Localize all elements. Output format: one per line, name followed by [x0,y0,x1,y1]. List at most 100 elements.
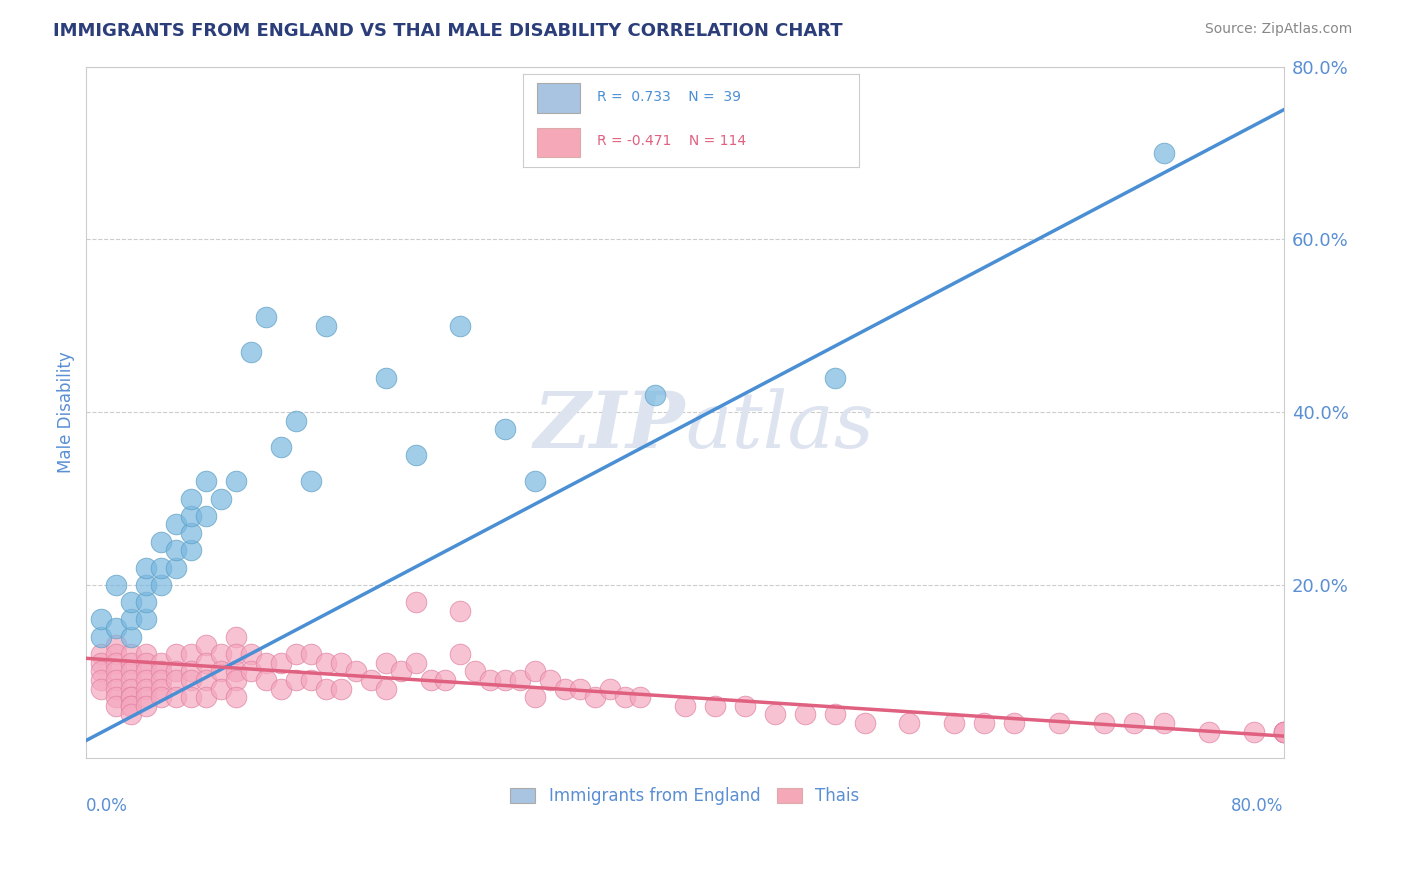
Point [120,595,142,609]
Point [315,656,337,670]
Point [254,656,277,670]
Point [225,630,247,644]
Point [524,690,547,705]
Text: Source: ZipAtlas.com: Source: ZipAtlas.com [1205,22,1353,37]
Point [105,681,128,696]
Point [494,673,516,687]
Point [628,690,651,705]
Point [1198,724,1220,739]
Point [270,681,292,696]
Point [135,673,157,687]
Point [419,673,441,687]
Point [135,681,157,696]
Point [105,621,128,635]
Point [344,665,367,679]
Point [1272,724,1295,739]
Point [90,673,112,687]
Point [120,673,142,687]
Text: atlas: atlas [685,388,873,464]
Point [943,716,966,731]
Point [284,414,307,428]
Point [209,681,232,696]
Point [120,707,142,722]
Point [225,673,247,687]
Point [254,310,277,325]
Point [165,647,187,661]
Point [150,534,173,549]
Point [299,673,322,687]
Point [673,698,696,713]
Point [105,656,128,670]
Point [1272,724,1295,739]
Point [195,475,218,489]
Point [195,690,218,705]
Point [973,716,995,731]
Point [225,475,247,489]
Point [120,630,142,644]
Point [165,690,187,705]
Point [180,690,202,705]
Text: 80.0%: 80.0% [1232,797,1284,814]
Point [195,656,218,670]
Point [538,673,561,687]
Point [1123,716,1146,731]
Point [284,647,307,661]
Point [150,656,173,670]
Point [734,698,756,713]
Point [374,681,396,696]
Point [479,673,502,687]
Point [360,673,382,687]
Point [120,665,142,679]
Point [524,665,547,679]
Point [105,578,128,592]
Point [225,690,247,705]
Point [449,647,471,661]
Point [763,707,786,722]
Text: IMMIGRANTS FROM ENGLAND VS THAI MALE DISABILITY CORRELATION CHART: IMMIGRANTS FROM ENGLAND VS THAI MALE DIS… [53,22,844,40]
Point [120,656,142,670]
Point [180,508,202,523]
Point [120,690,142,705]
Point [135,656,157,670]
Point [135,595,157,609]
Legend: Immigrants from England, Thais: Immigrants from England, Thais [503,780,866,812]
Point [315,681,337,696]
Point [135,665,157,679]
Point [90,656,112,670]
Point [105,665,128,679]
Point [299,475,322,489]
Point [270,656,292,670]
Point [329,681,352,696]
Point [284,673,307,687]
Point [225,647,247,661]
Point [270,440,292,454]
Point [374,370,396,384]
Point [120,647,142,661]
Point [524,475,547,489]
Point [569,681,592,696]
Point [1047,716,1070,731]
Text: 0.0%: 0.0% [86,797,128,814]
Point [150,578,173,592]
Point [449,318,471,333]
Point [898,716,921,731]
Point [120,690,142,705]
Point [853,716,876,731]
Point [180,526,202,541]
Point [195,639,218,653]
Point [703,698,725,713]
Point [150,690,173,705]
Point [90,681,112,696]
Point [135,647,157,661]
Point [90,665,112,679]
Point [180,543,202,558]
Point [180,491,202,506]
Point [120,698,142,713]
Point [315,318,337,333]
Point [135,612,157,626]
Point [824,707,846,722]
Point [1092,716,1115,731]
Point [105,690,128,705]
Point [135,690,157,705]
Point [225,665,247,679]
